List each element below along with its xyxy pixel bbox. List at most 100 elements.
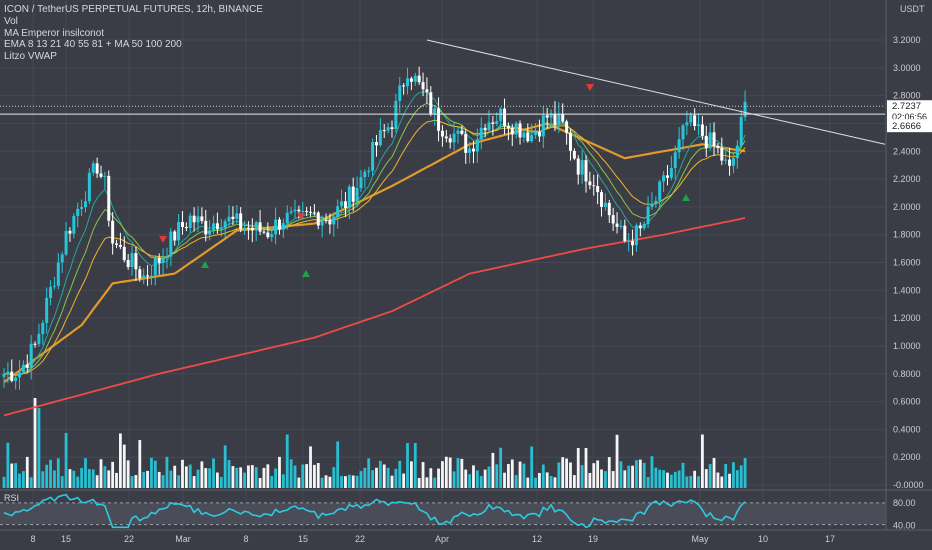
volume-bar <box>45 464 49 488</box>
price-tick-label: 1.6000 <box>893 258 921 268</box>
volume-bar <box>720 476 724 488</box>
candle-body <box>646 206 650 224</box>
candle-body <box>115 243 119 246</box>
volume-bar <box>150 457 153 488</box>
candle-body <box>677 139 681 153</box>
buy-signal-marker[interactable] <box>302 270 310 277</box>
volume-bar <box>468 474 471 488</box>
legend-ema-ma[interactable]: EMA 8 13 21 40 55 81 + MA 50 100 200 <box>4 39 182 51</box>
candle-body <box>83 201 87 208</box>
candle-body <box>262 231 266 233</box>
candle-body <box>406 78 410 87</box>
candle-body <box>724 159 728 161</box>
volume-bar <box>142 471 146 488</box>
candle-body <box>720 147 724 161</box>
volume-bar <box>134 475 138 488</box>
volume-bar <box>146 470 149 488</box>
candle-body <box>343 201 347 208</box>
volume-bar <box>72 470 76 488</box>
candle-body <box>72 215 76 234</box>
volume-bar <box>677 470 681 488</box>
candle-body <box>239 213 243 229</box>
trendline[interactable] <box>426 39 886 145</box>
volume-bar <box>247 465 250 488</box>
volume-bar <box>689 475 693 488</box>
volume-bar <box>394 468 398 488</box>
volume-bar <box>421 462 425 488</box>
volume-bar <box>204 468 208 488</box>
candle-body <box>503 108 507 126</box>
price-tick-label: 0.6000 <box>893 397 921 407</box>
candle-body <box>615 223 619 227</box>
candle-body <box>301 211 305 213</box>
candle-body <box>537 131 541 137</box>
candle-body <box>522 132 526 138</box>
sell-signal-marker[interactable] <box>297 213 305 220</box>
candle-body <box>417 75 421 83</box>
volume-bar <box>444 456 448 488</box>
volume-bar <box>351 475 355 488</box>
volume-bar <box>448 457 452 488</box>
volume-bar <box>254 467 258 488</box>
legend-vwap[interactable]: Litzo VWAP <box>4 51 57 63</box>
candle-body <box>506 125 510 129</box>
volume-bar <box>615 434 619 488</box>
price-tick-label: 0.2000 <box>893 452 921 462</box>
volume-bar <box>56 458 60 488</box>
candle-body <box>514 123 518 135</box>
candle-body <box>246 227 250 229</box>
time-tick-label: 12 <box>532 534 542 544</box>
candle-body <box>631 240 635 246</box>
candle-body <box>274 219 278 235</box>
volume-bar <box>572 475 576 488</box>
time-tick-label: Apr <box>435 534 449 544</box>
sell-signal-marker[interactable] <box>586 84 594 91</box>
volume-bar <box>541 464 545 488</box>
candle-body <box>526 132 530 142</box>
legend-symbol[interactable]: ICON / TetherUS PERPETUAL FUTURES, 12h, … <box>4 4 263 15</box>
candle-body <box>386 127 390 131</box>
candle-body <box>553 113 557 125</box>
volume-bar <box>456 458 460 488</box>
second-price-tag[interactable] <box>887 119 932 133</box>
candle-body <box>437 108 441 131</box>
candle-body <box>440 130 444 137</box>
candle-body <box>534 131 538 136</box>
candle-body <box>654 200 658 204</box>
candle-body <box>452 133 456 143</box>
candle-body <box>340 201 344 207</box>
candle-body <box>320 219 324 226</box>
sell-signal-marker[interactable] <box>159 236 167 243</box>
buy-signal-marker[interactable] <box>201 261 209 268</box>
volume-bar <box>669 474 673 488</box>
candle-body <box>483 127 487 131</box>
volume-bar <box>262 467 266 488</box>
candle-body <box>118 245 122 247</box>
candle-body <box>266 232 270 238</box>
volume-bar <box>495 464 499 488</box>
volume-bar <box>165 456 169 488</box>
candle-body <box>250 227 254 231</box>
volume-bar <box>514 475 518 488</box>
volume-bar <box>200 461 204 488</box>
candle-body <box>739 117 743 146</box>
volume-bar <box>340 476 343 488</box>
candle-body <box>658 181 662 201</box>
candle-body <box>359 177 363 189</box>
candle-body <box>336 206 340 217</box>
candle-body <box>107 175 111 221</box>
price-tick-label: 1.2000 <box>893 313 921 323</box>
legend-vol[interactable]: Vol <box>4 15 18 27</box>
volume-bar <box>22 471 25 488</box>
volume-bar <box>212 458 215 488</box>
legend-ma-emperor[interactable]: MA Emperor insilconot <box>4 27 105 39</box>
candle-body <box>565 121 569 133</box>
candle-body <box>545 115 549 118</box>
volume-bar <box>732 462 735 488</box>
volume-bar <box>68 469 72 488</box>
volume-bar <box>681 462 685 488</box>
buy-signal-marker[interactable] <box>682 194 690 201</box>
candle-body <box>471 148 475 152</box>
